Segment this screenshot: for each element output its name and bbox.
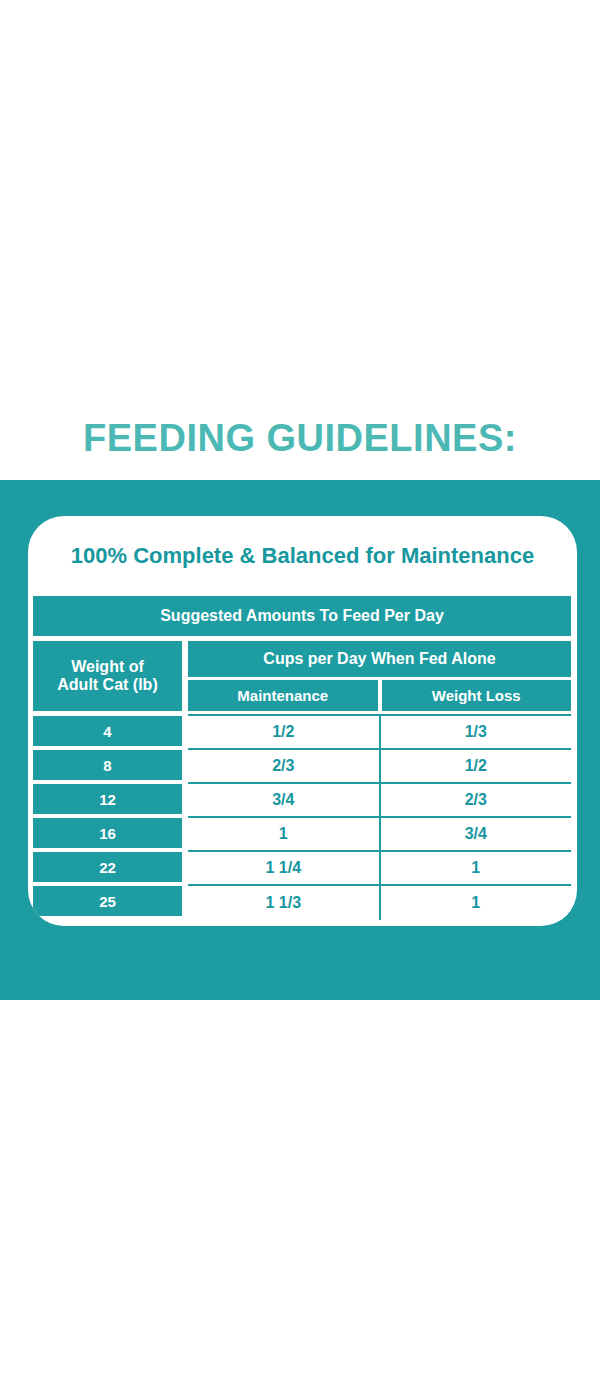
table-row: 4 1/2 1/3 [33,716,571,750]
weight-loss-value-cell: 2/3 [381,784,572,816]
weight-header-line2: Adult Cat (lb) [57,676,157,694]
page-title: FEEDING GUIDELINES: [0,398,600,478]
row-values: 1/2 1/3 [188,716,571,750]
weight-loss-value-cell: 3/4 [381,818,572,850]
weight-loss-value-cell: 1 [381,886,572,920]
table-row: 22 1 1/4 1 [33,852,571,886]
sub-header-row: Maintenance Weight Loss [188,680,571,711]
cups-header-cell: Cups per Day When Fed Alone [188,641,571,677]
row-values: 2/3 1/2 [188,750,571,784]
maintenance-value-cell: 1 1/3 [188,886,379,920]
weight-header-line1: Weight of [71,658,144,676]
maintenance-column-header: Maintenance [188,680,378,711]
weight-loss-column-header: Weight Loss [382,680,572,711]
weight-value-cell: 25 [33,886,182,916]
maintenance-value-cell: 1/2 [188,716,379,748]
weight-header-cell: Weight of Adult Cat (lb) [33,641,182,711]
maintenance-value-cell: 2/3 [188,750,379,782]
page-title-text: FEEDING GUIDELINES: [83,417,517,460]
row-values: 3/4 2/3 [188,784,571,818]
row-values: 1 3/4 [188,818,571,852]
maintenance-value-cell: 1 [188,818,379,850]
maintenance-value-cell: 1 1/4 [188,852,379,884]
weight-value-cell: 16 [33,818,182,848]
table-row: 25 1 1/3 1 [33,886,571,920]
weight-loss-value-cell: 1/3 [381,716,572,748]
guidelines-card: 100% Complete & Balanced for Maintenance… [28,516,577,926]
weight-value-cell: 22 [33,852,182,882]
maintenance-value-cell: 3/4 [188,784,379,816]
weight-value-cell: 4 [33,716,182,746]
teal-section: 100% Complete & Balanced for Maintenance… [0,480,600,1000]
table-header-row: Weight of Adult Cat (lb) Cups per Day Wh… [33,641,571,711]
cups-header-group: Cups per Day When Fed Alone Maintenance … [188,641,571,711]
weight-loss-value-cell: 1 [381,852,572,884]
weight-loss-value-cell: 1/2 [381,750,572,782]
weight-value-cell: 12 [33,784,182,814]
weight-value-cell: 8 [33,750,182,780]
row-values: 1 1/4 1 [188,852,571,886]
table-title-band: Suggested Amounts To Feed Per Day [33,596,571,636]
feeding-table: Suggested Amounts To Feed Per Day Weight… [33,596,571,920]
row-values: 1 1/3 1 [188,886,571,920]
card-heading: 100% Complete & Balanced for Maintenance [28,516,577,596]
table-row: 16 1 3/4 [33,818,571,852]
table-row: 12 3/4 2/3 [33,784,571,818]
table-row: 8 2/3 1/2 [33,750,571,784]
